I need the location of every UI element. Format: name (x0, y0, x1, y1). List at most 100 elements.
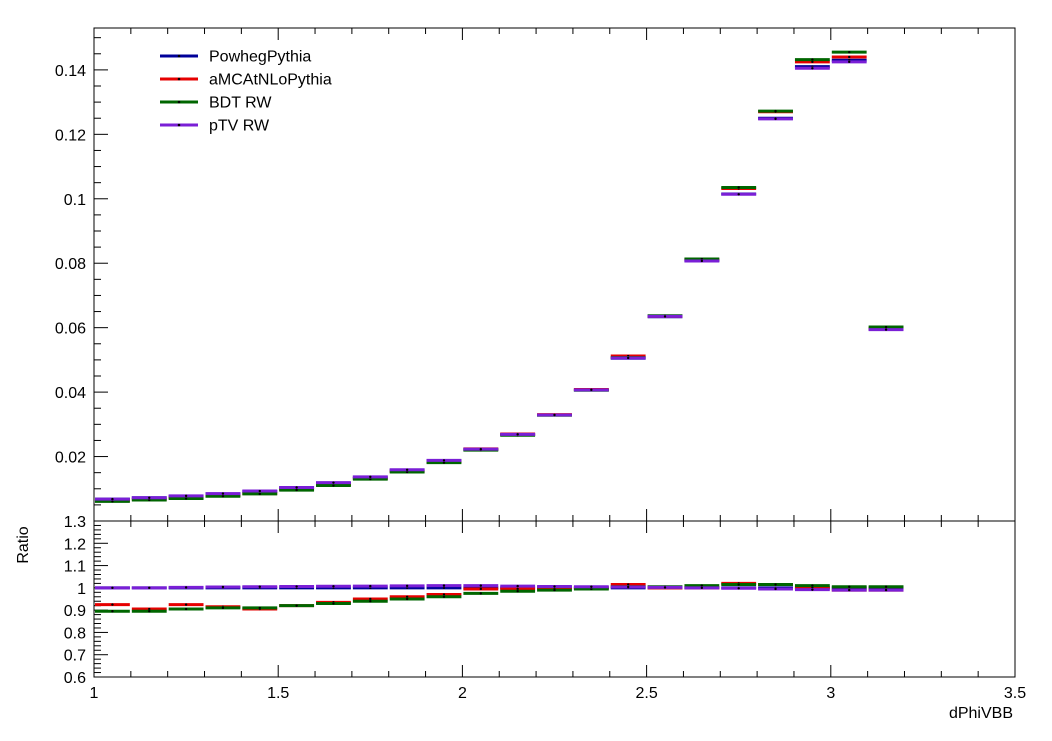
ratio-bin-marker (148, 610, 151, 613)
main-bin-marker (811, 67, 814, 70)
legend-label: pTV RW (209, 118, 270, 135)
ratio-bin-marker (884, 585, 888, 588)
legend-label: PowhegPythia (209, 49, 311, 66)
x-tick-label: 3.5 (1004, 685, 1026, 702)
x-tick-label: 2.5 (635, 685, 657, 702)
main-bin-marker (295, 486, 298, 489)
ratio-bin-marker (295, 585, 298, 588)
ratio-bin-marker (369, 584, 372, 588)
main-bin-marker (221, 492, 225, 495)
ratio-bin-marker (148, 586, 151, 590)
legend-label: BDT RW (209, 95, 272, 112)
ratio-bin-marker (737, 587, 740, 590)
main-y-tick-label: 0.12 (55, 127, 86, 144)
ratio-bin-marker (442, 593, 446, 596)
ratio-bin-marker (258, 585, 261, 588)
ratio-bin-marker (516, 590, 519, 593)
ratio-bin-marker (774, 583, 777, 586)
ratio-y-tick-label: 0.9 (64, 603, 86, 620)
ratio-bin-marker (369, 600, 372, 603)
ratio-bin-marker (479, 584, 483, 587)
ratio-bin-marker (148, 607, 151, 611)
ratio-bin-marker (442, 586, 446, 590)
main-bin-marker (148, 496, 151, 499)
main-bin-marker (442, 459, 446, 462)
main-bin-marker (148, 498, 151, 502)
main-bin-marker (258, 492, 261, 496)
x-axis-title: dPhiVBB (949, 705, 1013, 722)
main-y-tick-label: 0.06 (55, 321, 86, 338)
ratio-bin-marker (700, 584, 704, 587)
main-bin-marker (811, 60, 814, 64)
ratio-bin-marker (553, 588, 556, 592)
ratio-bin-marker (405, 597, 409, 601)
main-bin-marker (369, 477, 372, 481)
main-bin-marker (774, 109, 777, 113)
main-bin-marker (626, 356, 630, 360)
main-y-tick-label: 0.02 (55, 450, 86, 467)
ratio-y-tick-label: 1 (77, 581, 86, 598)
main-bin-marker (405, 470, 409, 474)
main-bin-marker (332, 481, 335, 484)
main-bin-marker (737, 193, 740, 196)
ratio-bin-marker (626, 583, 630, 586)
main-bin-marker (295, 488, 298, 492)
ratio-bin-marker (405, 584, 409, 588)
legend: PowhegPythia aMCAtNLoPythia BDT RW pTV RW (160, 49, 332, 135)
ratio-bin-marker (111, 610, 114, 613)
ratio-bin-marker (516, 587, 519, 591)
main-y-tick-label: 0.08 (55, 256, 86, 273)
main-bin-marker (884, 325, 888, 329)
main-bin-marker (774, 117, 777, 121)
ratio-y-tick-label: 1.1 (64, 559, 86, 576)
ratio-bin-marker (442, 584, 446, 587)
ratio-bin-marker (184, 603, 188, 606)
ratio-bin-marker (590, 585, 593, 588)
x-tick-label: 1 (90, 685, 99, 702)
x-tick-label: 1.5 (267, 685, 289, 702)
ratio-bin-marker (295, 604, 298, 607)
ratio-bin-marker (184, 586, 188, 589)
main-bin-marker (516, 433, 519, 436)
x-tick-label: 3 (826, 685, 835, 702)
ratio-bin-marker (737, 583, 740, 586)
ratio-bin-marker (221, 585, 225, 589)
ratio-bin-marker (111, 603, 114, 606)
ratio-bin-marker (479, 592, 483, 595)
ratio-bin-marker (848, 585, 851, 588)
ratio-bin-marker (848, 588, 851, 592)
legend-marker (177, 123, 181, 127)
legend-marker (177, 54, 181, 58)
ratio-panel-frame (93, 520, 1016, 678)
ratio-bin-marker (405, 595, 409, 598)
legend-marker (177, 77, 181, 81)
ratio-bin-marker (369, 597, 372, 601)
main-bin-marker (848, 60, 851, 64)
main-panel: 0.02 0.04 0.06 0.08 0.1 0.12 0.14 (55, 27, 1016, 522)
ratio-series-ptv-rw (95, 584, 904, 592)
ratio-y-tick-label: 0.8 (64, 625, 86, 642)
ratio-bin-marker (811, 588, 814, 591)
x-tick-label: 2 (458, 685, 467, 702)
main-bin-marker (369, 475, 372, 479)
main-bin-marker (258, 489, 261, 493)
main-bin-marker (221, 494, 225, 498)
ratio-y-tick-label: 1.3 (64, 514, 86, 531)
main-bin-marker (590, 388, 593, 392)
legend-label: aMCAtNLoPythia (209, 72, 332, 89)
main-bin-marker (811, 58, 814, 61)
main-bin-marker (332, 484, 335, 487)
ratio-bin-marker (811, 584, 814, 587)
main-y-tick-label: 0.04 (55, 385, 86, 402)
main-bin-marker (184, 497, 188, 500)
ratio-bin-marker (184, 607, 188, 611)
ratio-bin-marker (111, 586, 114, 590)
ratio-y-tick-label: 0.6 (64, 670, 86, 687)
ratio-bin-marker (553, 585, 556, 588)
ratio-bin-marker (884, 588, 888, 592)
ratio-bin-marker (258, 606, 261, 610)
main-y-tick-label: 0.1 (64, 192, 86, 209)
ratio-bin-marker (332, 602, 335, 605)
